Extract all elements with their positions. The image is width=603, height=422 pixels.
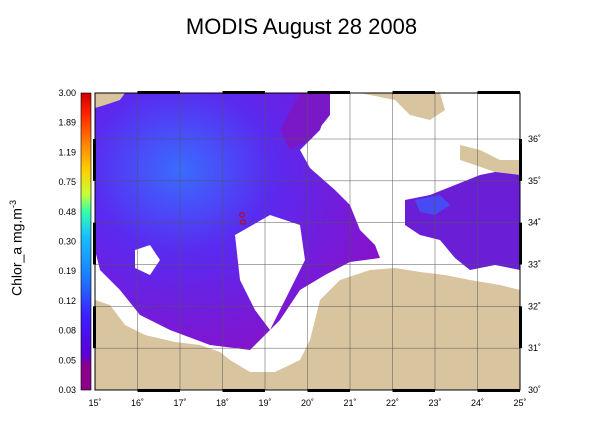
latitude-tick-label: 36˚	[528, 134, 541, 144]
land-greece	[360, 93, 445, 120]
colorbar-tick-label: 0.12	[58, 296, 76, 306]
border-segment	[93, 306, 96, 349]
land-libya	[95, 268, 520, 390]
cloud-patch-west	[135, 245, 160, 275]
border-segment	[222, 389, 265, 392]
ocean-field-greece	[280, 93, 330, 150]
longitude-tick-label: 22˚	[386, 398, 399, 408]
land-crete	[460, 145, 520, 175]
border-segment	[519, 139, 522, 181]
border-segment	[477, 389, 520, 392]
colorbar-tick-label: 3.00	[58, 88, 76, 98]
colorbar-tick-label: 1.19	[58, 147, 76, 157]
colorbar-tick-label: 0.75	[58, 177, 76, 187]
colorbar-tick-label: 0.03	[58, 385, 76, 395]
border-segment	[477, 91, 520, 94]
colorbar-tick-label: 0.19	[58, 266, 76, 276]
longitude-tick-label: 21˚	[343, 398, 356, 408]
border-segment	[222, 91, 265, 94]
map-grid	[95, 93, 520, 390]
colorbar-tick-label: 0.48	[58, 207, 76, 217]
colorbar	[80, 92, 92, 391]
border-segment	[137, 91, 180, 94]
longitude-tick-label: 20˚	[301, 398, 314, 408]
latitude-labels: 36˚ 35˚ 34˚ 33˚ 32˚ 31˚ 30˚	[528, 134, 541, 395]
border-segment	[93, 222, 96, 265]
longitude-tick-label: 23˚	[428, 398, 441, 408]
latitude-tick-label: 34˚	[528, 218, 541, 228]
longitude-tick-label: 15˚	[88, 398, 101, 408]
border-segment	[93, 139, 96, 181]
colorbar-ticks: 3.00 1.89 1.19 0.75 0.48 0.30 0.19 0.12 0.08 0.05…	[58, 88, 76, 395]
border-segment	[392, 389, 435, 392]
latitude-tick-label: 35˚	[528, 176, 541, 186]
longitude-tick-label: 24˚	[471, 398, 484, 408]
cloud-gap	[235, 215, 305, 330]
ocean-field-east	[405, 165, 520, 270]
latitude-tick-label: 32˚	[528, 301, 541, 311]
longitude-labels: 15˚ 16˚ 17˚ 18˚ 19˚ 20˚ 21˚ 22˚ 23˚ 24˚ 25˚	[88, 398, 526, 408]
colorbar-tick-label: 0.08	[58, 326, 76, 336]
longitude-tick-label: 18˚	[216, 398, 229, 408]
longitude-tick-label: 17˚	[173, 398, 186, 408]
ocean-field-west	[95, 93, 380, 350]
border-segment	[519, 306, 522, 349]
map-title: MODIS August 28 2008	[185, 14, 418, 39]
latitude-tick-label: 31˚	[528, 343, 541, 353]
ocean-field-east-blue	[415, 195, 450, 215]
border-segment	[137, 389, 180, 392]
latitude-tick-label: 33˚	[528, 260, 541, 270]
border-segment	[307, 389, 350, 392]
station-marker	[239, 212, 245, 218]
longitude-tick-label: 25˚	[513, 398, 526, 408]
latitude-tick-label: 30˚	[528, 385, 541, 395]
border-segment	[519, 222, 522, 265]
longitude-tick-label: 19˚	[258, 398, 271, 408]
longitude-tick-label: 16˚	[131, 398, 144, 408]
colorbar-tick-label: 0.30	[58, 237, 76, 247]
map-area	[95, 93, 520, 390]
border-segment	[307, 91, 350, 94]
map-border	[93, 91, 522, 392]
land-sicily	[95, 93, 125, 108]
station-marker	[240, 219, 246, 225]
border-segment	[392, 91, 435, 94]
colorbar-tick-label: 1.89	[58, 118, 76, 128]
colorbar-tick-label: 0.05	[58, 355, 76, 365]
